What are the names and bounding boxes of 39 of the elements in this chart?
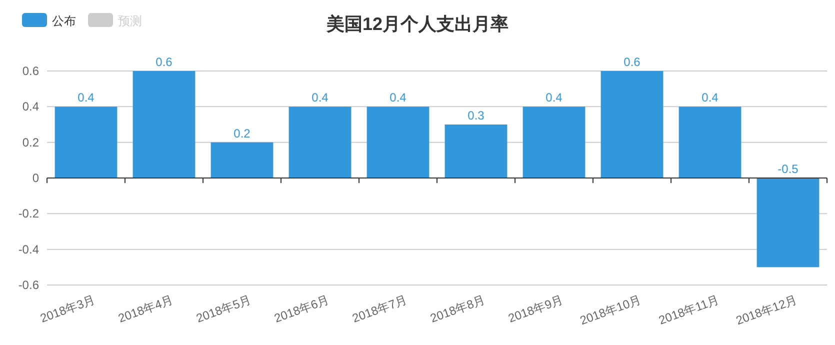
- x-tick-label: 2018年9月: [506, 292, 566, 326]
- y-tick-label: 0.6: [22, 64, 40, 78]
- data-label: 0.4: [702, 90, 719, 105]
- x-tick-label: 2018年8月: [428, 292, 488, 326]
- y-tick-label: 0.4: [22, 100, 40, 114]
- data-label: 0.6: [156, 55, 173, 69]
- data-label: 0.4: [78, 90, 95, 105]
- y-tick-label: 0: [32, 171, 40, 185]
- x-tick-label: 2018年3月: [38, 292, 98, 326]
- data-label: 0.4: [312, 90, 329, 105]
- chart-title: 美国12月个人支出月率: [325, 14, 509, 34]
- bar: [210, 142, 274, 178]
- bar: [444, 124, 508, 178]
- x-tick-label: 2018年5月: [194, 292, 254, 326]
- bar: [132, 71, 196, 178]
- x-tick-label: 2018年12月: [734, 292, 800, 328]
- bar: [54, 106, 118, 178]
- y-tick-label: -0.4: [18, 242, 40, 256]
- bar: [522, 106, 586, 178]
- x-tick-label: 2018年6月: [272, 292, 332, 326]
- y-tick-label: -0.2: [18, 206, 40, 221]
- data-label: 0.6: [624, 55, 641, 69]
- data-label: 0.4: [390, 90, 407, 105]
- data-label: 0.3: [468, 108, 485, 122]
- bar: [366, 106, 430, 178]
- y-tick-label: -0.6: [18, 278, 40, 292]
- data-label: -0.5: [778, 162, 799, 176]
- x-tick-label: 2018年11月: [656, 292, 722, 328]
- data-label: 0.4: [546, 90, 563, 105]
- bar: [678, 106, 742, 178]
- legend-label: 公布: [52, 14, 76, 28]
- x-tick-label: 2018年7月: [350, 292, 410, 326]
- x-tick-label: 2018年10月: [578, 292, 644, 328]
- bar: [288, 106, 352, 178]
- bar: [600, 71, 664, 178]
- x-tick-label: 2018年4月: [116, 292, 176, 326]
- bar: [756, 178, 820, 268]
- y-tick-label: 0.2: [22, 135, 40, 150]
- data-label: 0.2: [234, 126, 251, 140]
